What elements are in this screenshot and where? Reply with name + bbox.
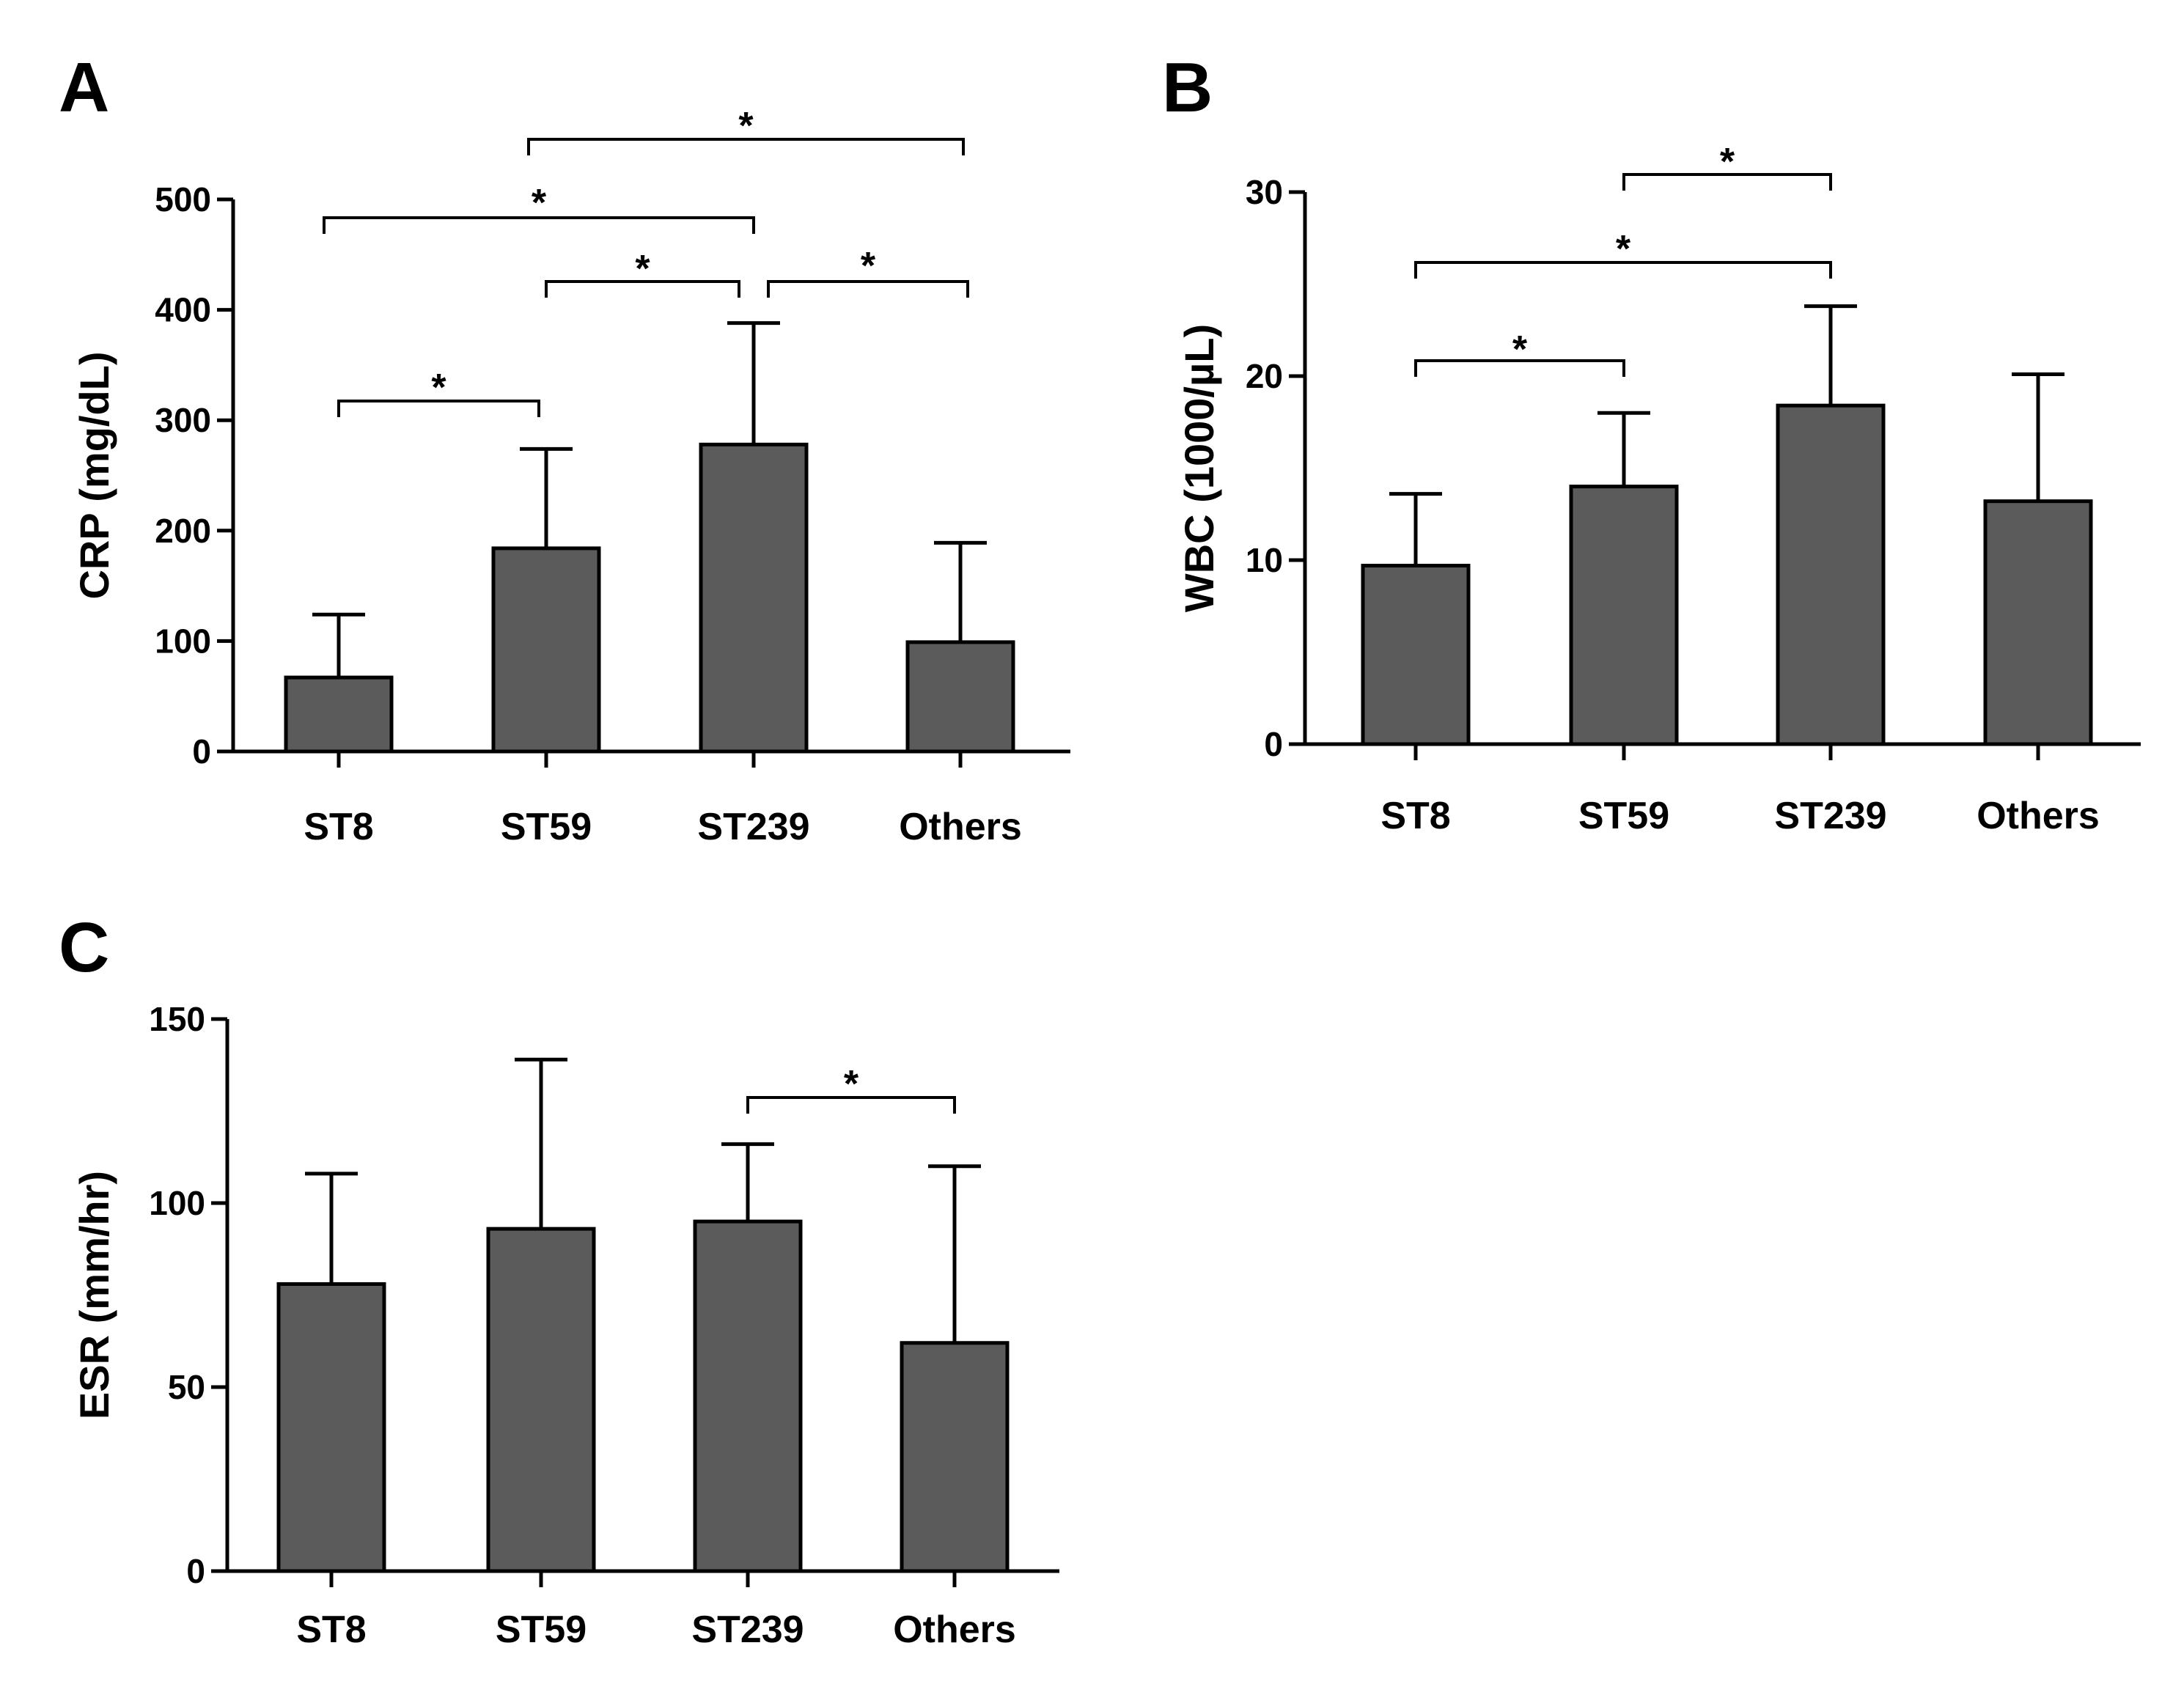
panel-b-y-axis-label: WBC (1000/µL)	[1176, 324, 1222, 612]
panel-a-ytick-label: 400	[155, 291, 211, 329]
panel-c-bar-st239	[693, 1219, 803, 1573]
panel-c-y-axis-label: ESR (mm/hr)	[71, 1171, 117, 1419]
panel-c-ytick-label: 100	[149, 1184, 205, 1222]
panel-b-ytick-label: 0	[1264, 725, 1283, 763]
panel-b-significance-star: *	[1616, 228, 1631, 271]
panel-a-significance-star: *	[532, 182, 547, 224]
panel-c-bar-st59	[486, 1227, 596, 1573]
panel-a-bar-st239	[699, 442, 809, 754]
panel-b-ytick-label: 10	[1246, 541, 1283, 579]
panel-c-significance-bracket	[746, 1096, 956, 1114]
panel-b-significance-star: *	[1512, 328, 1528, 371]
panel-b-category-label: ST239	[1774, 795, 1886, 837]
panel-a-ytick-label: 500	[155, 180, 211, 218]
panel-b-letter: B	[1162, 48, 1213, 127]
panel-c-ytick-label: 0	[186, 1552, 205, 1590]
panel-c-significance-star: *	[844, 1063, 859, 1106]
panel-a-category-label: ST239	[697, 806, 809, 848]
panel-c-ytick-label: 50	[168, 1368, 205, 1406]
panel-c-category-label: ST8	[296, 1608, 366, 1651]
panel-a-significance-bracket	[323, 216, 755, 234]
panel-b-significance-bracket	[1414, 359, 1625, 377]
panel-a-category-label: ST8	[304, 806, 373, 848]
panel-b-significance-bracket	[1414, 261, 1832, 279]
panel-a-significance-star: *	[431, 367, 446, 409]
panel-c-bar-others	[900, 1341, 1010, 1573]
panel-a-significance-star: *	[635, 248, 650, 290]
panel-a-ytick-label: 200	[155, 512, 211, 550]
panel-c-category-label: ST239	[691, 1608, 804, 1651]
panel-c-category-label: ST59	[496, 1608, 587, 1651]
panel-b-significance-bracket	[1622, 173, 1832, 191]
panel-a-ytick-label: 0	[192, 732, 211, 771]
panel-a-significance-bracket	[337, 400, 540, 417]
panel-a-category-label: ST59	[501, 806, 592, 848]
panel-c-ytick-label: 150	[149, 1000, 205, 1038]
panel-b-ytick-label: 20	[1246, 357, 1283, 395]
panel-c-letter: C	[59, 908, 109, 987]
panel-a-category-label: Others	[899, 806, 1022, 848]
panel-a-ytick-label: 100	[155, 622, 211, 660]
panel-c: C 0 50 100 150 ESR (mm/hr) ST8 ST59 ST239 Others…	[59, 908, 1059, 1651]
panel-a-ytick-label: 300	[155, 401, 211, 439]
panel-a: A 0 100 200 300 400 500 CRP (mg/dL) ST8 ST59 ST23…	[59, 48, 1070, 848]
panel-a-significance-star: *	[738, 105, 754, 147]
panel-b-category-label: ST59	[1578, 795, 1669, 837]
panel-c-category-label: Others	[893, 1608, 1016, 1651]
panel-b-bar-others	[1983, 499, 2093, 746]
panel-b-bar-st239	[1776, 403, 1886, 746]
panel-b-significance-star: *	[1720, 141, 1735, 183]
panel-b-category-label: ST8	[1380, 795, 1450, 837]
panel-a-bar-st59	[491, 546, 601, 754]
panel-a-bar-st8	[284, 675, 394, 754]
panel-a-bar-others	[905, 640, 1015, 754]
panel-a-significance-bracket	[767, 280, 969, 298]
panel-a-letter: A	[59, 48, 109, 127]
panel-a-y-axis-label: CRP (mg/dL)	[71, 351, 117, 599]
panel-a-significance-bracket	[545, 280, 740, 298]
panel-b-category-label: Others	[1977, 795, 2100, 837]
panel-b-bar-st8	[1361, 564, 1471, 746]
panel-a-significance-bracket	[527, 138, 965, 155]
panel-c-bar-st8	[276, 1282, 386, 1573]
panel-b-bar-st59	[1569, 485, 1679, 746]
panel-b-ytick-label: 30	[1246, 173, 1283, 211]
panel-a-significance-star: *	[861, 245, 876, 287]
panel-b: B 0 10 20 30 WBC (1000/µL) ST8 ST59 ST239 Others…	[1162, 48, 2141, 837]
